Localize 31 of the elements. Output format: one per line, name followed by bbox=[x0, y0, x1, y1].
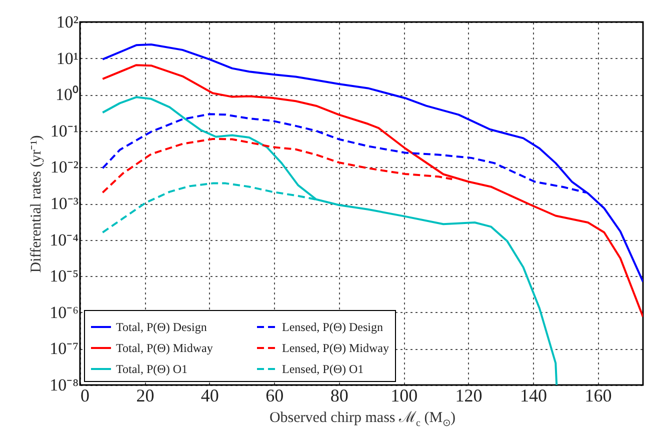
x-tick-label: 140 bbox=[520, 386, 547, 406]
x-tick-label: 100 bbox=[390, 386, 418, 406]
y-tick-label: 10⁻⁷ bbox=[50, 339, 79, 358]
y-tick-label: 10⁰ bbox=[56, 85, 78, 104]
legend-label: Lensed, P(Θ) Midway bbox=[282, 341, 389, 355]
x-tick-label: 120 bbox=[455, 386, 482, 406]
y-tick-label: 10⁻¹ bbox=[50, 121, 78, 140]
x-tick-label: 60 bbox=[266, 386, 284, 406]
y-tick-label: 10¹ bbox=[56, 48, 78, 68]
y-tick-label: 10⁻⁴ bbox=[50, 230, 79, 250]
y-tick-label: 10⁻² bbox=[50, 158, 78, 177]
line-series bbox=[102, 64, 643, 318]
x-tick-label: 20 bbox=[136, 386, 154, 406]
line-series bbox=[102, 96, 558, 385]
legend-label: Total, P(Θ) Design bbox=[116, 320, 207, 334]
x-tick-label: 80 bbox=[330, 386, 348, 406]
y-tick-label: 10⁻³ bbox=[50, 194, 78, 213]
legend-label: Lensed, P(Θ) Design bbox=[282, 320, 383, 334]
x-axis-title: Observed chirp mass ℳ$_{c}$ (M$_{⊙}$) bbox=[268, 409, 457, 429]
y-axis-title: Differential rates (yr⁻¹) bbox=[28, 135, 45, 273]
x-tick-label: 40 bbox=[200, 386, 219, 406]
y-tick-label: 10⁻⁶ bbox=[50, 302, 79, 322]
x-tick-label: 160 bbox=[584, 386, 612, 406]
legend-label: Lensed, P(Θ) O1 bbox=[282, 362, 364, 376]
x-tick-label: 0 bbox=[80, 386, 90, 406]
y-tick-label: 10⁻⁵ bbox=[50, 266, 79, 286]
legend-label: Total, P(Θ) O1 bbox=[116, 362, 188, 376]
line-series bbox=[102, 44, 643, 283]
y-tick-label: 10⁻⁸ bbox=[50, 376, 79, 394]
legend-label: Total, P(Θ) Midway bbox=[116, 341, 213, 355]
y-tick-label: 10² bbox=[56, 12, 78, 32]
